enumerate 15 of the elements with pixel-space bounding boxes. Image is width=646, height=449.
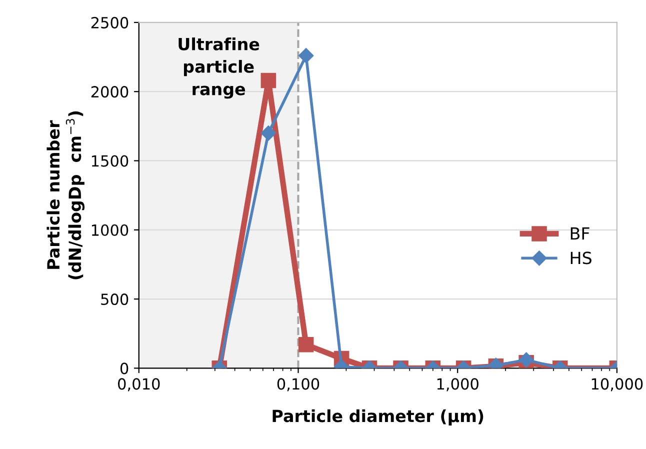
y-tick-label: 2000 — [91, 86, 128, 98]
y-tick-label: 2500 — [91, 16, 128, 28]
y-axis-title: Particle number (dN/dlogDp cm$^{−3}$) — [46, 111, 85, 280]
y-tick-label: 0 — [120, 362, 128, 374]
band-label: Ultrafine particle range — [178, 37, 260, 99]
x-tick-label: 0,010 — [118, 378, 160, 392]
x-axis-title: Particle diameter (µm) — [272, 409, 484, 426]
y-tick-label: 500 — [101, 294, 128, 306]
legend-label: HS — [570, 252, 592, 264]
x-tick-label: 10,000 — [592, 378, 643, 392]
y-tick-label: 1500 — [92, 155, 128, 167]
x-tick-label: 0,100 — [277, 378, 320, 392]
legend-label: BF — [570, 227, 590, 240]
x-tick-label: 1,000 — [437, 378, 478, 392]
y-tick-label: 1000 — [92, 224, 128, 236]
